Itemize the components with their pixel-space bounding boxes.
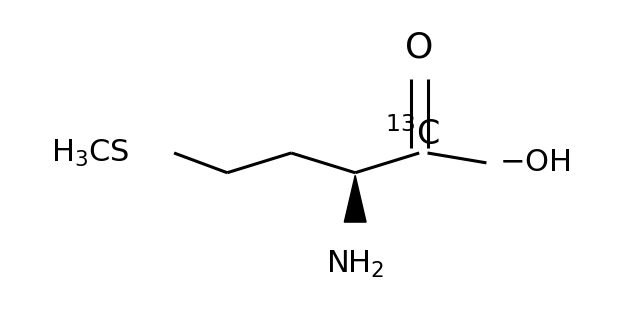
Polygon shape [344,175,366,222]
Text: NH$_2$: NH$_2$ [326,249,385,280]
Text: $-$OH: $-$OH [499,148,571,177]
Text: H$_3$CS: H$_3$CS [51,138,130,168]
Text: $^{13}$C: $^{13}$C [385,117,440,152]
Text: O: O [405,31,433,65]
